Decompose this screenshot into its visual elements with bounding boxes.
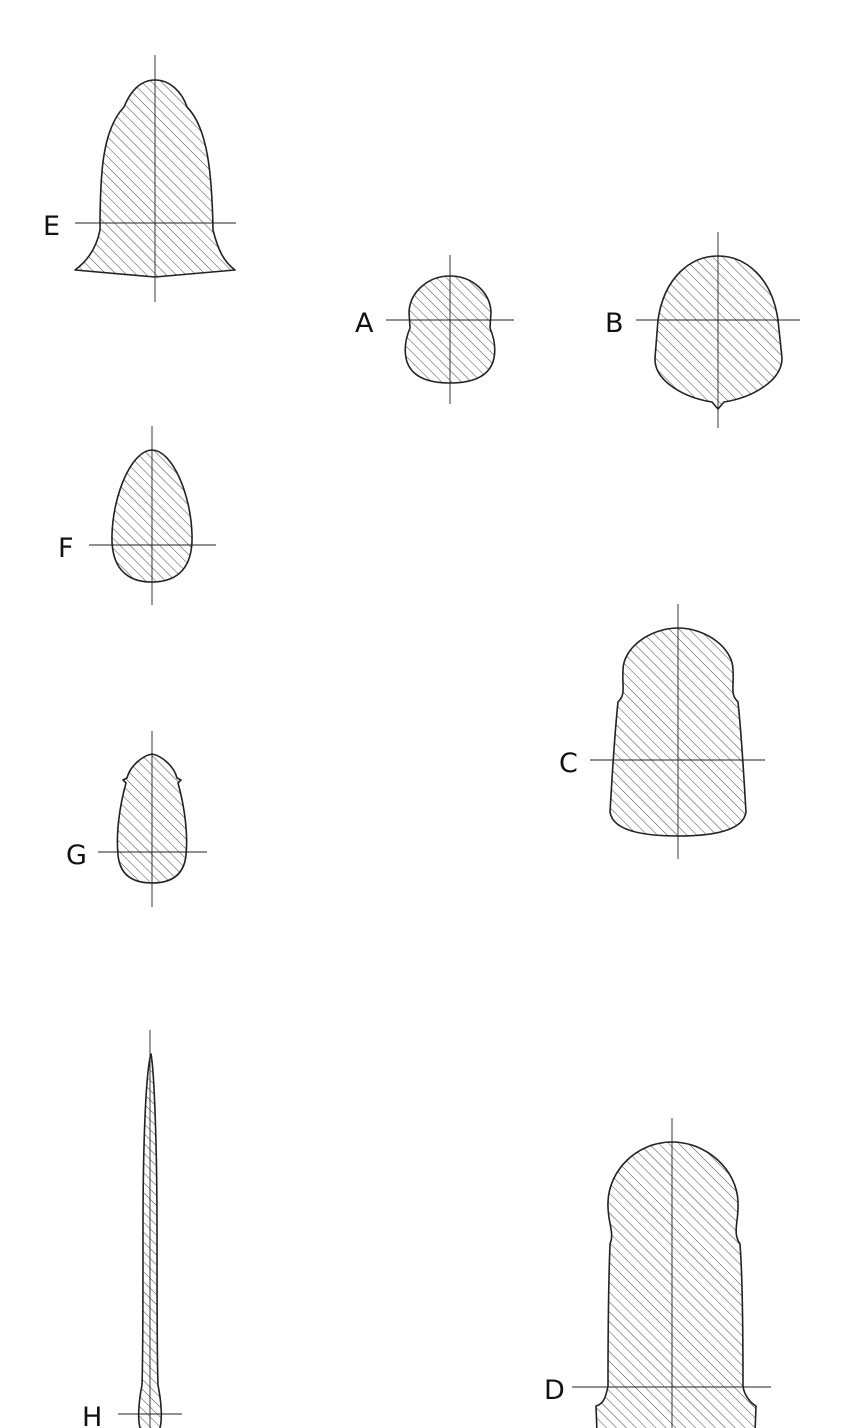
section-d-label: D — [544, 1375, 565, 1406]
section-d-profile — [595, 1141, 757, 1428]
section-f: F — [58, 426, 216, 605]
section-g-label: G — [66, 840, 87, 871]
section-a: A — [355, 255, 514, 404]
section-e-label: E — [43, 211, 60, 242]
section-f-label: F — [58, 533, 74, 564]
section-g: G — [66, 731, 207, 907]
section-a-label: A — [355, 308, 374, 339]
section-e: E — [43, 55, 236, 302]
section-c-label: C — [559, 748, 578, 779]
section-b-label: B — [605, 308, 624, 339]
section-b-profile — [654, 255, 783, 410]
section-h-label: H — [82, 1402, 102, 1428]
section-h: H — [82, 1030, 182, 1428]
section-d: D — [544, 1118, 771, 1428]
section-b: B — [605, 232, 800, 428]
section-c: C — [559, 604, 765, 859]
